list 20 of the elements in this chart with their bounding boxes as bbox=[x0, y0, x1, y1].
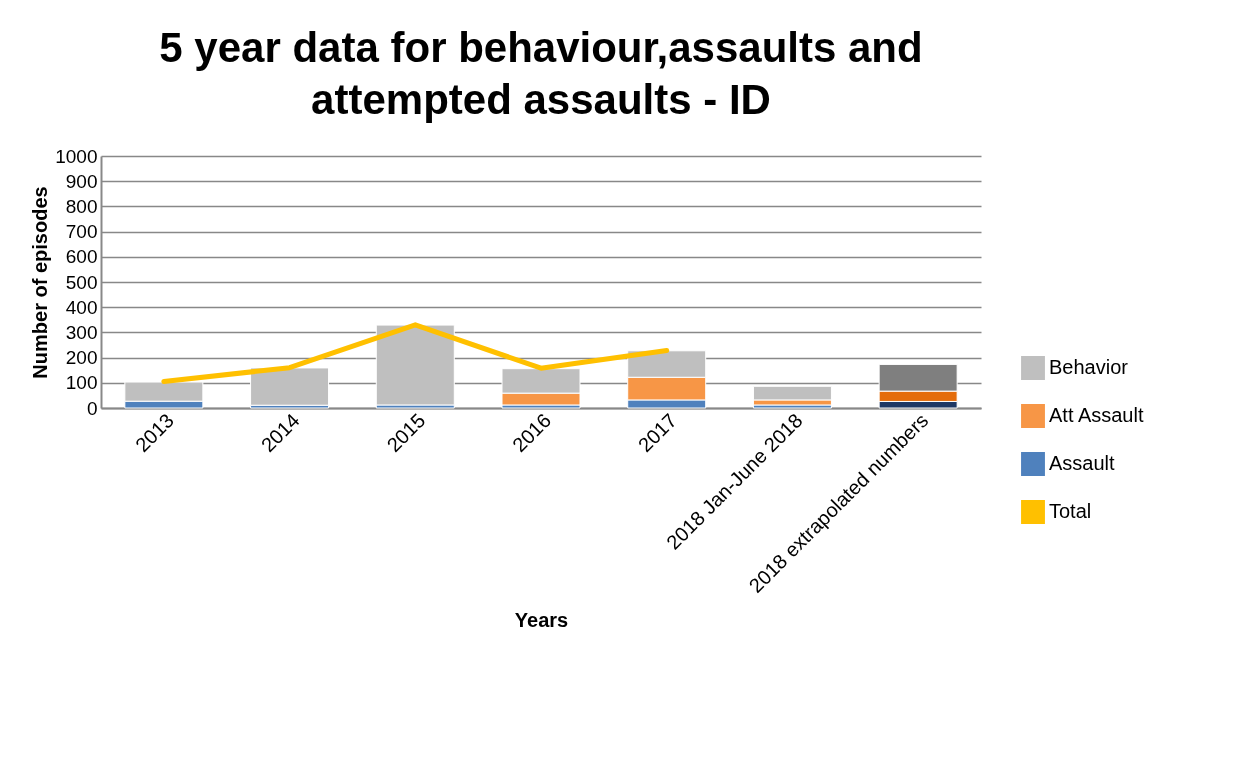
legend-label: Att Assault bbox=[1049, 404, 1144, 426]
y-tick-label: 900 bbox=[65, 170, 98, 192]
chart-title: 5 year data for behaviour,assaults and attempted assaults - ID bbox=[159, 24, 923, 123]
y-axis-title: Number of episodes bbox=[29, 186, 52, 379]
x-axis-title: Years bbox=[514, 608, 569, 631]
y-tick-label: 100 bbox=[65, 372, 98, 394]
bar bbox=[250, 367, 330, 406]
y-tick-label: 0 bbox=[86, 397, 98, 419]
y-tick-label: 700 bbox=[65, 221, 98, 243]
legend-label: Behavior bbox=[1049, 356, 1129, 378]
legend-label: Assault bbox=[1049, 452, 1116, 474]
y-tick-label: 500 bbox=[65, 271, 98, 293]
y-tick-label: 200 bbox=[65, 347, 98, 369]
legend-label: Total bbox=[1049, 500, 1092, 522]
y-tick-label: 600 bbox=[65, 246, 98, 268]
y-tick-label: 800 bbox=[65, 195, 98, 217]
y-tick-label: 300 bbox=[65, 321, 98, 343]
bar bbox=[375, 324, 455, 406]
y-tick-label: 400 bbox=[65, 296, 98, 318]
y-tick-label: 1000 bbox=[55, 145, 98, 167]
